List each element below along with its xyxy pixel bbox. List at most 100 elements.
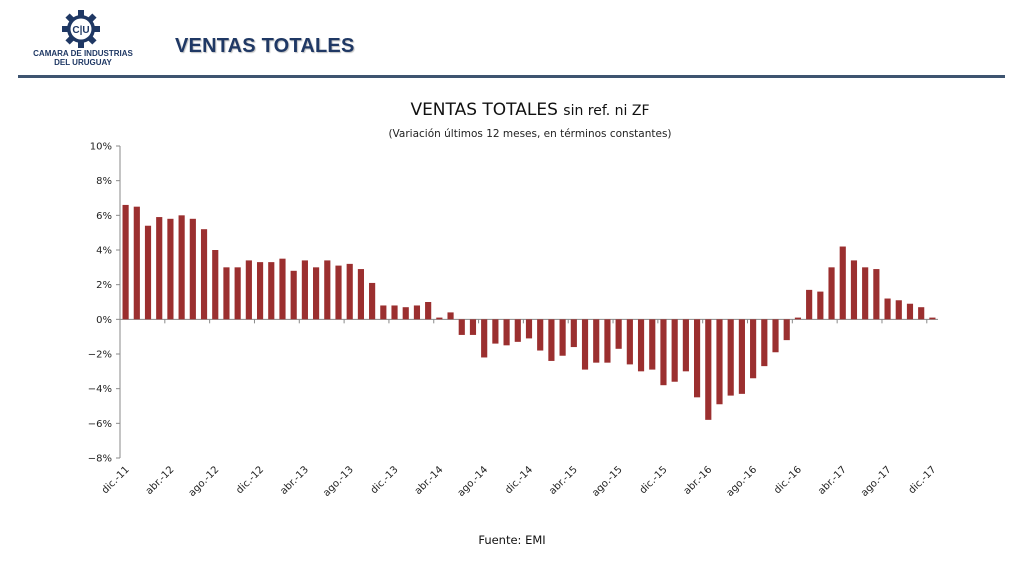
- bar: [593, 319, 600, 363]
- bar: [268, 262, 275, 320]
- page-title: VENTAS TOTALES: [175, 35, 355, 57]
- logo-text-line1: CAMARA DE INDUSTRIAS: [33, 49, 133, 58]
- bar: [178, 215, 185, 320]
- x-tick-label: abr.-12: [144, 464, 177, 497]
- bar: [133, 206, 140, 320]
- bar: [794, 317, 802, 320]
- bar: [391, 305, 398, 320]
- bar: [862, 267, 869, 320]
- bar: [750, 319, 757, 379]
- y-tick-label: −4%: [88, 384, 112, 395]
- bar: [481, 319, 488, 358]
- bar: [548, 319, 555, 361]
- bar: [357, 269, 364, 320]
- bar: [615, 319, 622, 349]
- logo-mark-text: C|U: [72, 25, 89, 36]
- bar: [402, 307, 409, 320]
- bar: [144, 225, 152, 320]
- y-tick-label: −2%: [88, 350, 112, 361]
- bar: [929, 317, 936, 320]
- y-tick-label: −8%: [88, 454, 112, 465]
- bar: [346, 263, 353, 320]
- bar: [873, 269, 880, 320]
- bar: [570, 319, 577, 348]
- bar: [458, 319, 465, 335]
- bar: [200, 229, 208, 320]
- bar: [279, 258, 286, 320]
- bar: [682, 319, 689, 372]
- y-tick-label: 10%: [90, 142, 112, 153]
- x-tick-label: ago.-12: [187, 464, 222, 499]
- x-tick-label: dic.-11: [100, 464, 132, 496]
- y-tick-label: 4%: [96, 246, 112, 257]
- bar: [380, 305, 387, 320]
- x-tick-label: dic.-15: [638, 464, 670, 496]
- bar: [525, 319, 533, 339]
- bar: [828, 267, 835, 320]
- bar: [783, 319, 790, 341]
- y-tick-label: −6%: [88, 419, 112, 430]
- x-tick-label: ago.-15: [590, 464, 625, 499]
- bar: [559, 319, 566, 356]
- logo-text: CAMARA DE INDUSTRIAS DEL URUGUAY: [18, 49, 148, 67]
- bar: [738, 319, 745, 394]
- bar: [581, 319, 589, 370]
- bar: [839, 246, 846, 320]
- x-tick-label: dic.-13: [369, 464, 401, 496]
- x-tick-label: abr.-14: [413, 464, 446, 497]
- bar: [660, 319, 667, 386]
- source-note: Fuente: EMI: [478, 533, 546, 547]
- bar: [884, 298, 891, 320]
- bar: [850, 260, 858, 320]
- bar: [425, 302, 432, 320]
- y-tick-label: 6%: [96, 211, 112, 222]
- bar: [705, 319, 712, 420]
- bar: [324, 260, 331, 320]
- bar: [290, 270, 297, 320]
- x-tick-label: abr.-15: [547, 464, 580, 497]
- x-tick-label: dic.-16: [772, 464, 804, 496]
- bar: [637, 319, 645, 372]
- bar: [245, 260, 252, 320]
- chart-title-main: VENTAS TOTALES: [410, 100, 558, 120]
- header-divider: [18, 75, 1005, 78]
- bar: [301, 260, 308, 320]
- chart-title: VENTAS TOTALES sin ref. ni ZF: [0, 100, 1024, 120]
- x-tick-label: abr.-16: [682, 464, 715, 497]
- x-tick-label: ago.-16: [725, 464, 760, 499]
- chart-title-suffix: sin ref. ni ZF: [563, 103, 650, 119]
- bar: [256, 262, 264, 320]
- bar: [626, 319, 633, 365]
- bar: [694, 319, 701, 398]
- bar: [727, 319, 734, 396]
- bar: [156, 217, 163, 320]
- y-tick-label: 2%: [96, 280, 112, 291]
- bar: [671, 319, 678, 382]
- bar: [335, 265, 342, 320]
- bar: [189, 218, 196, 320]
- x-tick-label: abr.-17: [816, 464, 849, 497]
- bar: [223, 267, 230, 320]
- x-tick-label: dic.-14: [503, 464, 535, 496]
- bar: [122, 204, 129, 320]
- bar: [313, 267, 320, 320]
- bar: [234, 267, 241, 320]
- bar: [906, 303, 914, 320]
- bar: [761, 319, 768, 367]
- x-tick-label: ago.-14: [456, 464, 491, 499]
- bar: [369, 282, 376, 320]
- bar: [413, 305, 421, 320]
- bar: [772, 319, 779, 353]
- bar: [212, 250, 219, 320]
- logo-text-line2: DEL URUGUAY: [54, 58, 112, 67]
- bar: [604, 319, 611, 363]
- bar: [649, 319, 656, 370]
- x-tick-label: ago.-13: [321, 464, 356, 499]
- gear-logo-icon: C|U: [62, 10, 100, 48]
- bar: [167, 218, 174, 320]
- bar: [436, 317, 443, 320]
- x-tick-label: abr.-13: [278, 464, 311, 497]
- chart-subtitle: (Variación últimos 12 meses, en términos…: [388, 128, 672, 140]
- x-tick-label: ago.-17: [859, 464, 894, 499]
